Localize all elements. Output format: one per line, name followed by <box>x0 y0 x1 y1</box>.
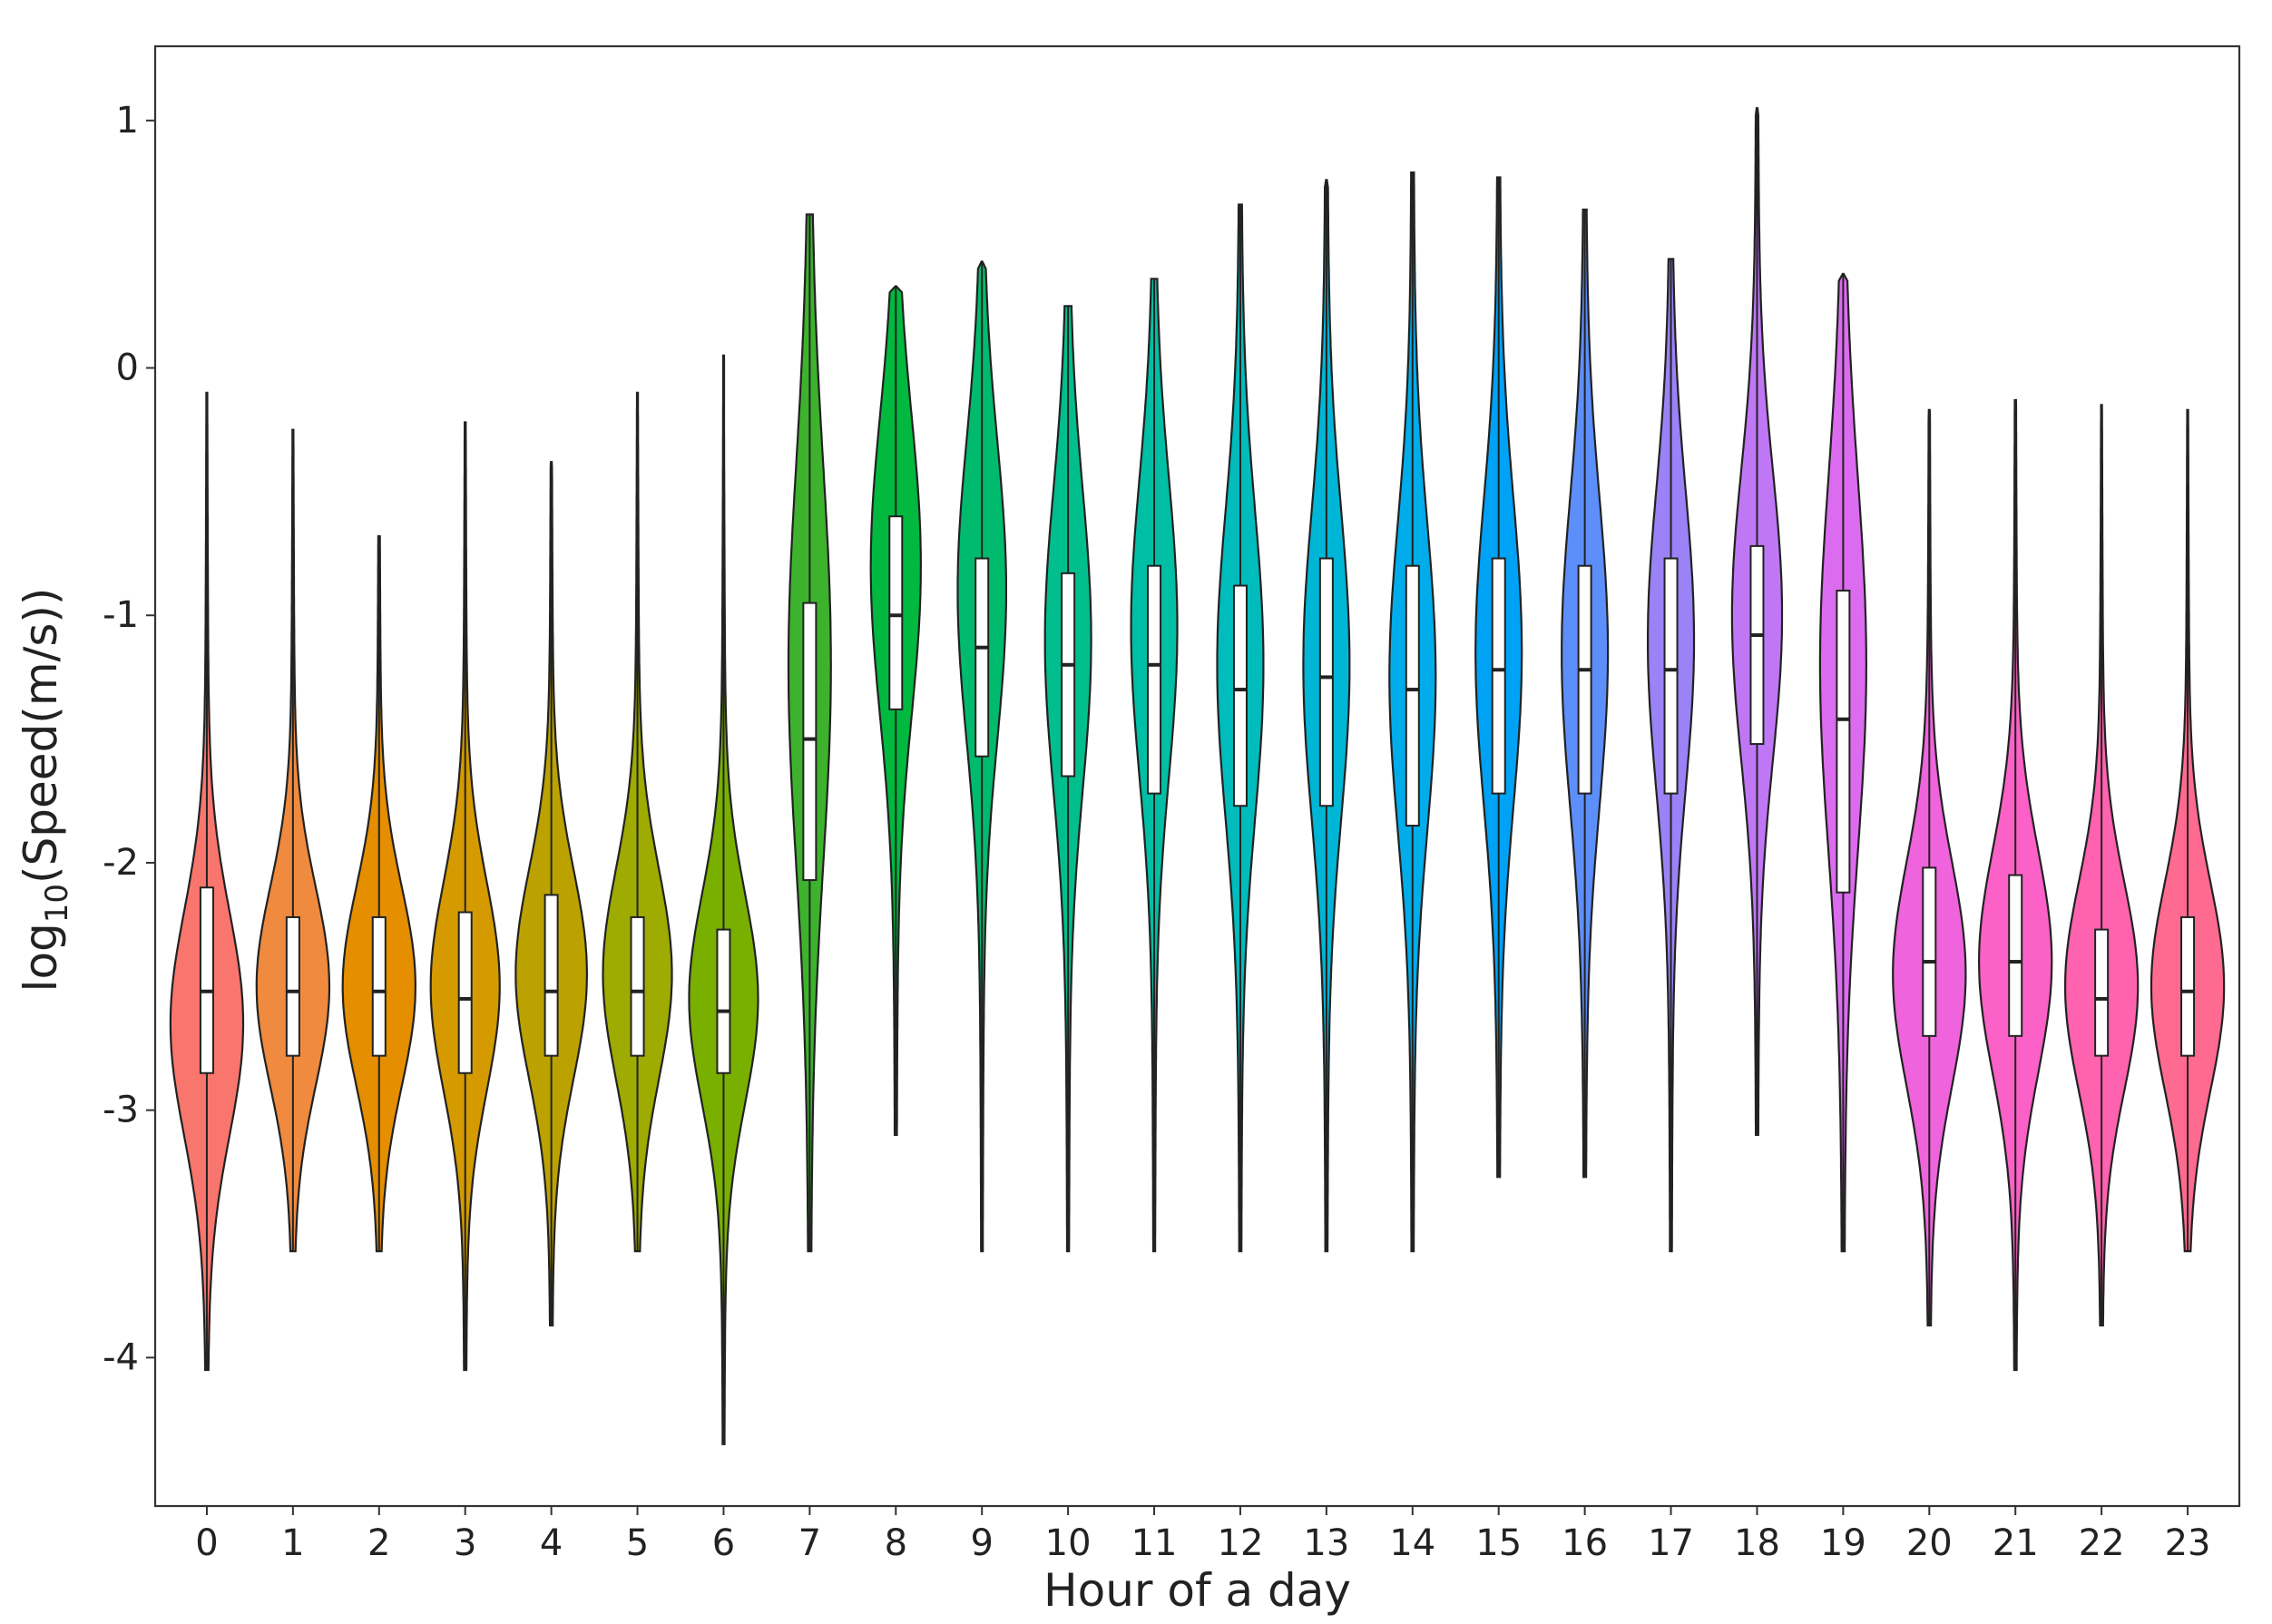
violin-iqr-box <box>199 886 214 1074</box>
violin-iqr-box <box>802 602 818 882</box>
x-tick-label: 9 <box>970 1522 993 1564</box>
plot-frame <box>153 44 2241 1508</box>
plot-area <box>169 107 2226 1445</box>
x-tick-label: 8 <box>885 1522 907 1564</box>
violin-iqr-box <box>1836 589 1851 894</box>
x-tick-label: 3 <box>454 1522 476 1564</box>
violin-iqr-box <box>457 911 473 1074</box>
violin-hour-23 <box>2150 408 2226 1253</box>
x-tick-label: 10 <box>1045 1522 1092 1564</box>
x-tick-label: 14 <box>1389 1522 1435 1564</box>
violin-iqr-box <box>1749 544 1765 746</box>
x-tick-label: 4 <box>540 1522 563 1564</box>
violin-hour-3 <box>429 421 501 1372</box>
y-tick-label: 1 <box>116 100 139 142</box>
violin-hour-18 <box>1730 107 1784 1136</box>
y-axis-title-subscript: 10 <box>39 884 75 923</box>
violin-hour-10 <box>1043 305 1092 1253</box>
violin-iqr-box <box>716 928 731 1074</box>
violin-hour-20 <box>1892 408 1967 1326</box>
violin-hour-15 <box>1474 176 1523 1179</box>
y-axis-title-suffix: (Speed(m/s)) <box>15 588 67 884</box>
x-axis-title: Hour of a day <box>1043 1564 1351 1617</box>
x-tick-label: 7 <box>798 1522 821 1564</box>
violin-hour-19 <box>1818 272 1868 1253</box>
violin-iqr-box <box>1491 557 1506 795</box>
violin-iqr-box <box>1405 564 1420 827</box>
violin-hour-2 <box>341 534 417 1253</box>
y-tick-label: -4 <box>103 1336 139 1378</box>
x-tick-label: 15 <box>1475 1522 1522 1564</box>
violin-iqr-box <box>2094 928 2110 1057</box>
x-tick-label: 2 <box>367 1522 390 1564</box>
y-tick-label: -1 <box>103 594 139 636</box>
violin-hour-9 <box>956 260 1007 1253</box>
y-tick-label: 0 <box>116 347 139 389</box>
x-tick-label: 20 <box>1906 1522 1953 1564</box>
x-tick-label: 23 <box>2165 1522 2211 1564</box>
violin-iqr-box <box>285 915 300 1057</box>
violin-iqr-box <box>1061 572 1076 778</box>
y-tick-label: -2 <box>103 842 139 884</box>
violin-hour-8 <box>869 285 923 1136</box>
x-tick-label: 16 <box>1562 1522 1608 1564</box>
violin-iqr-box <box>2008 874 2023 1037</box>
violin-hour-13 <box>1302 179 1351 1253</box>
violin-hour-17 <box>1647 258 1696 1253</box>
violin-hour-1 <box>255 428 331 1253</box>
violin-iqr-box <box>888 515 904 710</box>
violin-iqr-box <box>544 894 559 1057</box>
violin-hour-11 <box>1130 278 1179 1253</box>
x-tick-label: 21 <box>1993 1522 2039 1564</box>
x-tick-label: 5 <box>626 1522 649 1564</box>
x-tick-label: 13 <box>1303 1522 1349 1564</box>
x-tick-label: 0 <box>195 1522 218 1564</box>
y-axis-title-prefix: log <box>15 923 67 992</box>
y-axis-title: log10(Speed(m/s)) <box>15 588 75 993</box>
violin-iqr-box <box>1318 557 1334 807</box>
violin-iqr-box <box>1232 584 1248 807</box>
violin-iqr-box <box>630 915 645 1057</box>
x-tick-label: 22 <box>2079 1522 2125 1564</box>
violin-hour-0 <box>169 391 245 1372</box>
violin-iqr-box <box>1663 557 1679 795</box>
violin-iqr-box <box>1147 564 1162 795</box>
axes: 10-1-2-3-40 1 2 3 4 5 6 7 8 9 10 11 12 13 14 15 16 17 18 19… <box>103 44 2241 1564</box>
y-tick-label: -3 <box>103 1090 139 1131</box>
violin-hour-22 <box>2064 404 2140 1326</box>
x-tick-label: 6 <box>712 1522 735 1564</box>
violin-hour-7 <box>787 213 832 1253</box>
violin-iqr-box <box>2180 915 2196 1057</box>
violin-iqr-box <box>1922 866 1937 1037</box>
x-tick-label: 17 <box>1648 1522 1694 1564</box>
violin-hour-4 <box>514 461 589 1326</box>
x-tick-label: 1 <box>281 1522 304 1564</box>
violin-hour-6 <box>688 354 759 1445</box>
x-tick-label: 18 <box>1734 1522 1780 1564</box>
violin-hour-12 <box>1216 203 1265 1253</box>
violin-hour-21 <box>1977 398 2053 1372</box>
violin-hour-16 <box>1561 208 1610 1179</box>
violin-hour-14 <box>1388 171 1437 1253</box>
violin-iqr-box <box>1577 564 1592 795</box>
x-tick-label: 12 <box>1218 1522 1264 1564</box>
violin-iqr-box <box>371 915 387 1057</box>
violin-hour-5 <box>602 391 673 1253</box>
x-tick-label: 11 <box>1131 1522 1178 1564</box>
violin-iqr-box <box>974 557 990 758</box>
x-tick-label: 19 <box>1820 1522 1866 1564</box>
